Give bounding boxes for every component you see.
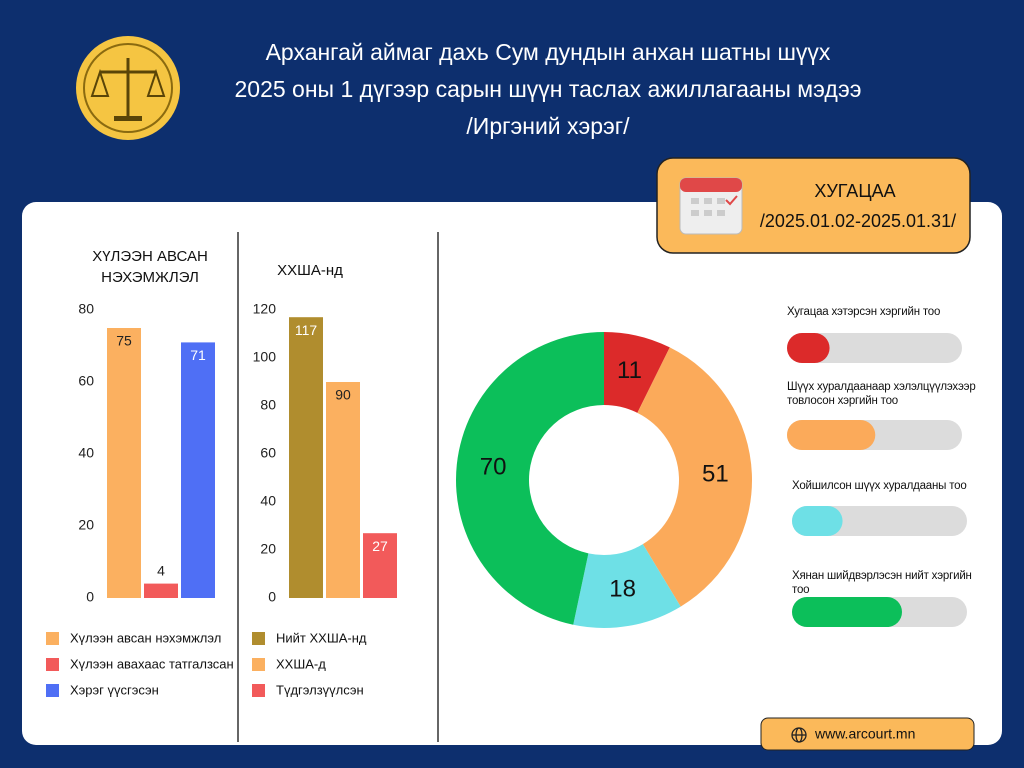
legend-label: ХХША-д — [276, 656, 326, 671]
period-range: /2025.01.02-2025.01.31/ — [760, 211, 956, 231]
donut-segment — [455, 332, 604, 625]
bar — [181, 342, 215, 598]
legend-label: Түдгэлзүүлсэн — [276, 682, 364, 697]
legend-swatch — [46, 684, 59, 697]
donut-segment — [573, 544, 681, 628]
legend-swatch — [252, 658, 265, 671]
data-label: 27 — [372, 538, 388, 554]
legend-label: Хэрэг үүсгэсэн — [70, 682, 159, 697]
globe-icon — [791, 727, 807, 743]
y-tick-label: 20 — [260, 541, 276, 557]
y-tick-label: 20 — [78, 517, 94, 533]
legend-label: Шүүх хуралдаанаар хэлэлцүүлэхээр товлосо… — [787, 381, 976, 407]
chart-title: ХҮЛЭЭН АВСАН НЭХЭМЖЛЭЛ — [92, 248, 208, 286]
title-line: 2025 оны 1 дүгээр сарын шүүн таслах ажил… — [235, 76, 862, 102]
y-tick-label: 100 — [253, 349, 277, 365]
y-tick-label: 60 — [78, 373, 94, 389]
y-tick-label: 40 — [78, 445, 94, 461]
legend-label: Нийт ХХША-нд — [276, 630, 367, 645]
data-label: 11 — [617, 357, 642, 384]
legend-swatch — [46, 658, 59, 671]
y-tick-label: 120 — [253, 301, 277, 317]
chart-title: ХХША-нд — [277, 262, 343, 279]
legend-label: Хүлээн авахаас татгалзсан — [70, 656, 234, 671]
donut-segment — [604, 332, 670, 413]
legend-track — [787, 333, 962, 363]
legend-bar — [792, 597, 902, 627]
website: www.arcourt.mn — [814, 726, 915, 742]
title-line: /Иргэний хэрэг/ — [466, 113, 630, 139]
legend-swatch — [252, 632, 265, 645]
data-label: 71 — [190, 347, 206, 363]
bar — [363, 533, 397, 598]
y-tick-label: 40 — [260, 493, 276, 509]
data-label: 51 — [702, 461, 729, 488]
bar — [289, 317, 323, 598]
y-tick-label: 0 — [86, 589, 94, 605]
period-label: ХУГАЦАА — [814, 181, 895, 201]
legend-swatch — [252, 684, 265, 697]
legend-label: Хянан шийдвэрлэсэн нийт хэргийн тоо — [792, 570, 972, 596]
data-label: 18 — [609, 575, 636, 602]
website-box — [760, 717, 975, 751]
legend-bar — [787, 420, 876, 450]
y-tick-label: 80 — [260, 397, 276, 413]
legend-label: Хүлээн авсан нэхэмжлэл — [70, 630, 221, 645]
title-line: Архангай аймаг дахь Сум дундын анхан шат… — [266, 39, 831, 65]
data-label: 75 — [116, 333, 132, 349]
legend-bar — [792, 506, 843, 536]
bar — [107, 328, 141, 598]
donut-segment — [637, 347, 752, 607]
y-tick-label: 0 — [268, 589, 276, 605]
y-tick-label: 80 — [78, 301, 94, 317]
legend-bar — [787, 333, 830, 363]
y-tick-label: 60 — [260, 445, 276, 461]
logo — [76, 36, 180, 140]
legend-swatch — [46, 632, 59, 645]
data-label: 117 — [295, 322, 318, 338]
data-label: 90 — [335, 387, 351, 403]
legend-label: Хугацаа хэтэрсэн хэргийн тоо — [787, 306, 941, 318]
bar — [144, 583, 178, 598]
legend-label: Хойшилсон шүүх хуралдааны тоо — [792, 480, 967, 492]
calendar-icon — [679, 177, 743, 235]
bar — [326, 382, 360, 598]
data-label: 4 — [157, 562, 165, 578]
data-label: 70 — [480, 454, 507, 481]
